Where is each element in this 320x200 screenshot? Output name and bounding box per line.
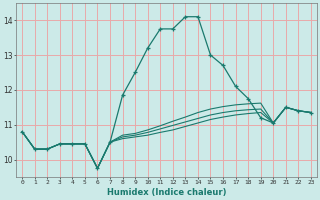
X-axis label: Humidex (Indice chaleur): Humidex (Indice chaleur): [107, 188, 226, 197]
